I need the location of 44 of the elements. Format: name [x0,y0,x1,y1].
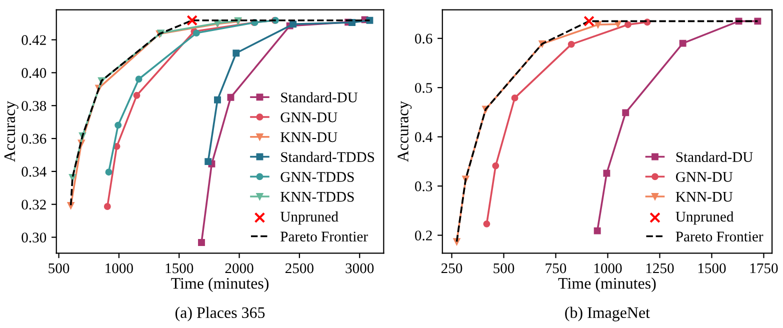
x-tick-label: 3000 [346,263,374,274]
x-tick-label: 750 [546,263,566,274]
legend-label: Pareto Frontier [676,232,764,242]
legend-label: KNN-TDDS [280,192,354,202]
x-axis-title: Time (minutes) [171,278,268,292]
x-tick-label: 2000 [225,263,254,274]
y-tick-label: 0.40 [22,68,46,78]
y-axis-title: Accuracy [398,101,412,162]
y-tick-label: 0.2 [415,230,432,241]
legend-label: Unpruned [676,211,734,225]
x-tick-label: 500 [494,263,514,274]
x-axis-title: Time (minutes) [558,278,656,292]
legend-label: Unpruned [280,211,338,225]
x-tick-label: 1750 [750,263,778,274]
y-tick-label: 0.32 [22,200,46,210]
y-tick-label: 0.3 [415,181,432,192]
y-tick-label: 0.38 [22,100,46,111]
text: (a) Places 365 [175,306,265,322]
x-tick-label: 1250 [646,263,674,274]
y-tick-label: 0.42 [22,35,46,46]
y-tick-label: 0.30 [22,232,46,243]
y-tick-label: 0.36 [22,134,46,144]
legend-label: KNN-DU [676,192,733,202]
legend-label: Standard-DU [281,92,358,102]
x-tick-label: 250 [441,263,462,274]
legend-label: GNN-DU [676,172,733,182]
x-tick-label: 1500 [698,263,726,274]
y-tick-label: 0.5 [415,82,432,93]
y-tick-label: 0.34 [22,166,46,177]
legend-label: Standard-TDDS [281,152,374,162]
x-tick-label: 1500 [166,263,194,274]
y-tick-label: 0.6 [415,34,432,44]
text: (b) ImageNet [565,306,650,322]
legend-label: Pareto Frontier [280,232,368,242]
x-tick-label: 1000 [594,263,622,274]
x-tick-label: 2500 [285,263,314,274]
x-tick-label: 1000 [106,263,133,274]
x-tick-label: 500 [48,263,70,274]
legend-label: GNN-TDDS [280,172,354,182]
legend-label: GNN-DU [280,112,338,122]
legend-label: KNN-DU [280,132,338,142]
y-tick-label: 0.4 [415,132,432,142]
legend-label: Standard-DU [676,152,753,162]
y-axis-title: Accuracy [4,101,18,162]
